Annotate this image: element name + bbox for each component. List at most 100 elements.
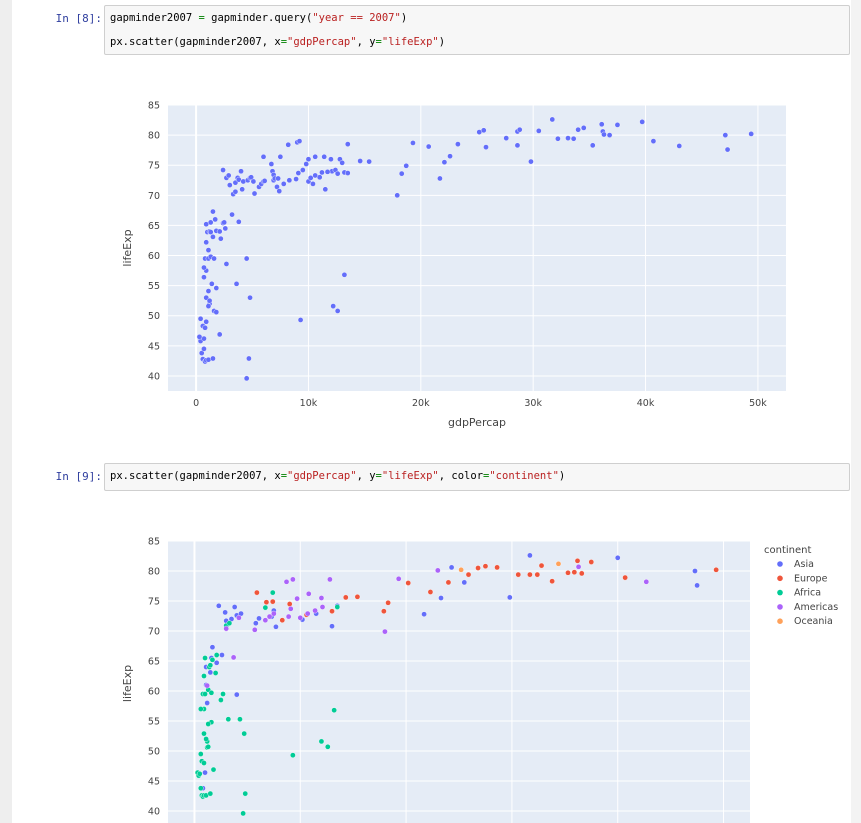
data-point <box>421 611 427 617</box>
data-point <box>242 790 249 797</box>
data-point <box>210 766 217 773</box>
data-point <box>201 264 207 271</box>
data-point <box>293 176 299 182</box>
data-point <box>357 158 363 164</box>
data-point <box>196 334 203 340</box>
data-point <box>538 562 545 569</box>
data-point <box>342 594 349 601</box>
x-tick-label: 20k <box>412 398 430 409</box>
data-point <box>207 790 214 797</box>
data-point <box>268 161 275 167</box>
data-point <box>515 571 522 578</box>
data-point <box>247 294 253 301</box>
data-point <box>209 657 216 663</box>
data-point <box>286 177 293 184</box>
data-point <box>334 308 341 314</box>
code-token: px.scatter(gapminder2007, x <box>110 470 281 482</box>
data-point <box>202 324 208 331</box>
data-point <box>209 281 215 287</box>
data-point <box>202 655 208 661</box>
data-point <box>588 559 595 565</box>
data-point <box>207 669 214 676</box>
y-tick-label: 70 <box>148 191 160 202</box>
data-point <box>246 355 252 362</box>
data-point <box>300 167 306 173</box>
data-point <box>238 168 244 175</box>
data-point <box>213 285 220 291</box>
data-point <box>210 355 216 362</box>
data-point <box>198 785 204 792</box>
data-point <box>225 172 232 179</box>
code-token: = <box>375 470 382 482</box>
data-point <box>614 122 621 128</box>
data-point <box>206 297 213 304</box>
data-point <box>329 623 335 629</box>
data-point <box>271 610 277 617</box>
data-point <box>455 141 461 147</box>
scrollbar-track[interactable] <box>851 0 861 823</box>
y-tick-label: 50 <box>148 747 160 758</box>
data-point <box>286 601 293 607</box>
data-point <box>381 608 387 614</box>
data-point <box>322 186 329 193</box>
data-point <box>296 138 303 144</box>
plot-area <box>168 105 786 391</box>
data-point <box>692 568 698 574</box>
code-line: px.scatter(gapminder2007, x="gdpPercap",… <box>110 36 445 48</box>
data-point <box>262 617 269 623</box>
data-point <box>312 153 318 160</box>
data-point <box>207 219 214 226</box>
data-point <box>549 116 556 123</box>
data-point <box>201 346 207 352</box>
data-point <box>229 211 235 218</box>
data-point <box>216 331 223 338</box>
data-point <box>694 582 700 589</box>
code-token: px.scatter(gapminder2007, x <box>110 36 281 48</box>
data-point <box>516 126 523 133</box>
data-point <box>506 594 513 601</box>
data-point <box>201 673 207 679</box>
code-token: "lifeExp" <box>381 36 439 48</box>
cell-prompt: In [8]: <box>55 12 102 25</box>
legend-item: Oceania <box>794 616 833 627</box>
data-point <box>461 579 468 586</box>
data-point <box>382 628 388 635</box>
data-point <box>215 603 222 609</box>
data-point <box>425 143 432 150</box>
data-point <box>285 141 292 148</box>
y-tick-label: 45 <box>148 341 160 352</box>
data-point <box>578 570 585 577</box>
data-point <box>574 557 581 564</box>
code-token: = <box>483 470 490 482</box>
scatter-plot-by-continent[interactable]: 40 45 50 55 60 65 70 75 80 85 lifeExp continent Asia… <box>104 530 849 823</box>
x-tick-label: 10k <box>300 398 318 409</box>
data-point <box>565 570 571 576</box>
y-tick-label: 55 <box>148 717 160 728</box>
data-point <box>598 121 605 128</box>
scatter-plot-gdp-vs-lifeexp[interactable]: 40 45 50 55 60 65 70 75 80 85 0 10k 20k 30k 40k 50k life… <box>104 92 824 432</box>
data-point <box>458 567 464 573</box>
data-point <box>555 135 561 142</box>
data-point <box>197 315 204 322</box>
data-point <box>437 175 443 182</box>
code-cell-input[interactable]: gapminder2007 = gapminder.query("year ==… <box>104 5 850 55</box>
data-point <box>570 135 577 142</box>
x-tick-label: 40k <box>637 398 655 409</box>
legend-marker <box>777 575 783 582</box>
data-point <box>435 567 441 574</box>
code-cell-input[interactable]: px.scatter(gapminder2007, x="gdpPercap",… <box>104 463 850 491</box>
data-point <box>287 606 294 612</box>
code-token: gapminder.query( <box>204 12 313 24</box>
data-point <box>205 721 212 727</box>
data-point <box>276 188 283 194</box>
data-point <box>202 691 208 697</box>
data-point <box>448 564 455 571</box>
data-point <box>204 700 210 706</box>
data-point <box>330 303 336 309</box>
legend-item: Americas <box>794 602 838 613</box>
data-point <box>366 158 372 165</box>
data-point <box>232 188 239 195</box>
data-point <box>207 662 214 668</box>
data-point <box>273 624 279 630</box>
data-point <box>724 146 731 153</box>
